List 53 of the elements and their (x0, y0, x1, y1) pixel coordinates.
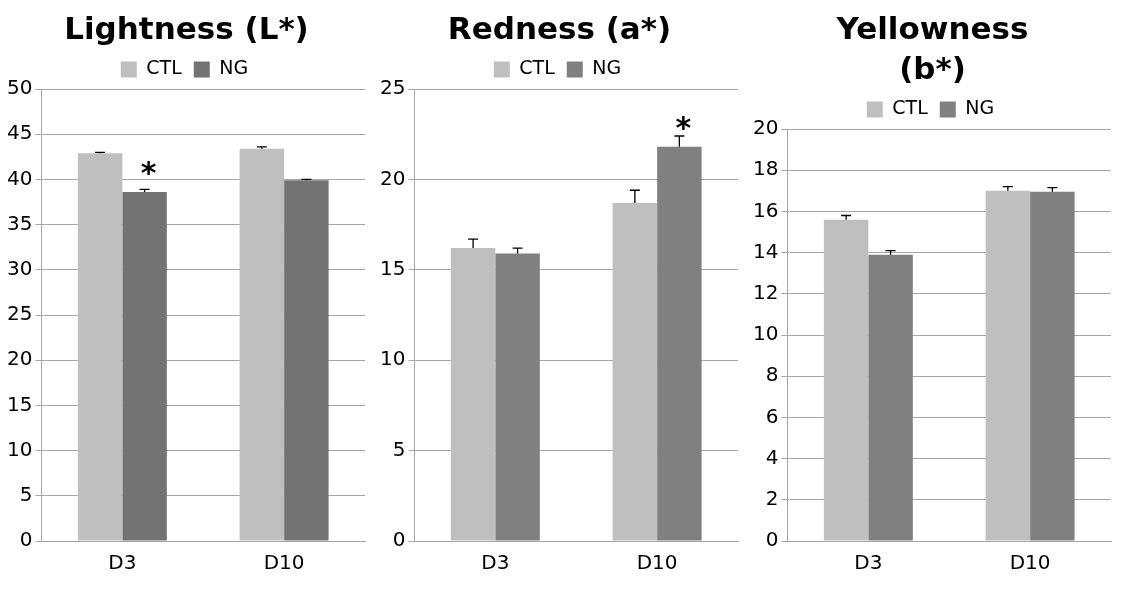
x-tick-label: D3 (108, 550, 137, 575)
x-tick-label: D10 (263, 550, 305, 575)
y-tick-label: 16 (753, 197, 779, 222)
y-tick-label: 15 (380, 256, 406, 280)
x-tick-label: D10 (1009, 550, 1051, 575)
x-tick-label: D10 (636, 550, 678, 575)
bar (985, 190, 1031, 541)
legend-label: NG (592, 56, 622, 79)
y-tick-label: 15 (7, 391, 33, 416)
y-tick-label: 14 (753, 238, 779, 263)
bar (495, 253, 540, 541)
y-tick-label: 20 (7, 346, 33, 371)
annotation: * (140, 154, 157, 190)
x-tick-label: D3 (854, 550, 883, 575)
legend-label: CTL (519, 56, 556, 79)
y-tick-label: 0 (765, 527, 779, 552)
bar (1030, 191, 1075, 541)
y-tick-label: 35 (7, 210, 33, 235)
y-tick-label: 10 (380, 346, 406, 371)
y-tick-label: 8 (765, 362, 779, 387)
bar (823, 219, 869, 541)
y-tick-label: 6 (765, 403, 779, 428)
y-tick-label: 0 (19, 527, 33, 552)
y-tick-label: 25 (380, 75, 406, 100)
bar (450, 248, 496, 541)
y-tick-label: 40 (7, 165, 33, 190)
y-tick-label: 50 (7, 75, 33, 100)
y-tick-label: 30 (7, 256, 33, 280)
y-tick-label: 20 (753, 115, 779, 140)
y-tick-label: 20 (380, 165, 406, 190)
legend-label: CTL (146, 56, 183, 79)
y-tick-label: 12 (753, 280, 779, 304)
bar (868, 254, 913, 541)
bar (612, 202, 658, 541)
y-tick-label: 18 (753, 156, 779, 181)
legend-label: NG (219, 56, 249, 79)
y-tick-label: 5 (392, 436, 406, 461)
y-tick-label: 45 (7, 120, 33, 145)
chart-title: Yellowness (b*) (835, 9, 1030, 88)
y-tick-label: 0 (392, 527, 406, 552)
y-tick-label: 2 (765, 486, 779, 510)
y-tick-label: 10 (7, 436, 33, 461)
x-tick-label: D3 (481, 550, 510, 575)
bar (657, 146, 702, 541)
chart-title: Redness (a*) (447, 9, 672, 48)
chart-title: Lightness (L*) (64, 9, 309, 48)
y-tick-label: 25 (7, 301, 33, 326)
legend-label: CTL (892, 96, 929, 119)
y-tick-label: 4 (765, 444, 779, 469)
annotation: * (675, 109, 692, 145)
legend-label: NG (965, 96, 995, 119)
y-tick-label: 10 (753, 321, 779, 346)
y-tick-label: 5 (19, 482, 33, 506)
